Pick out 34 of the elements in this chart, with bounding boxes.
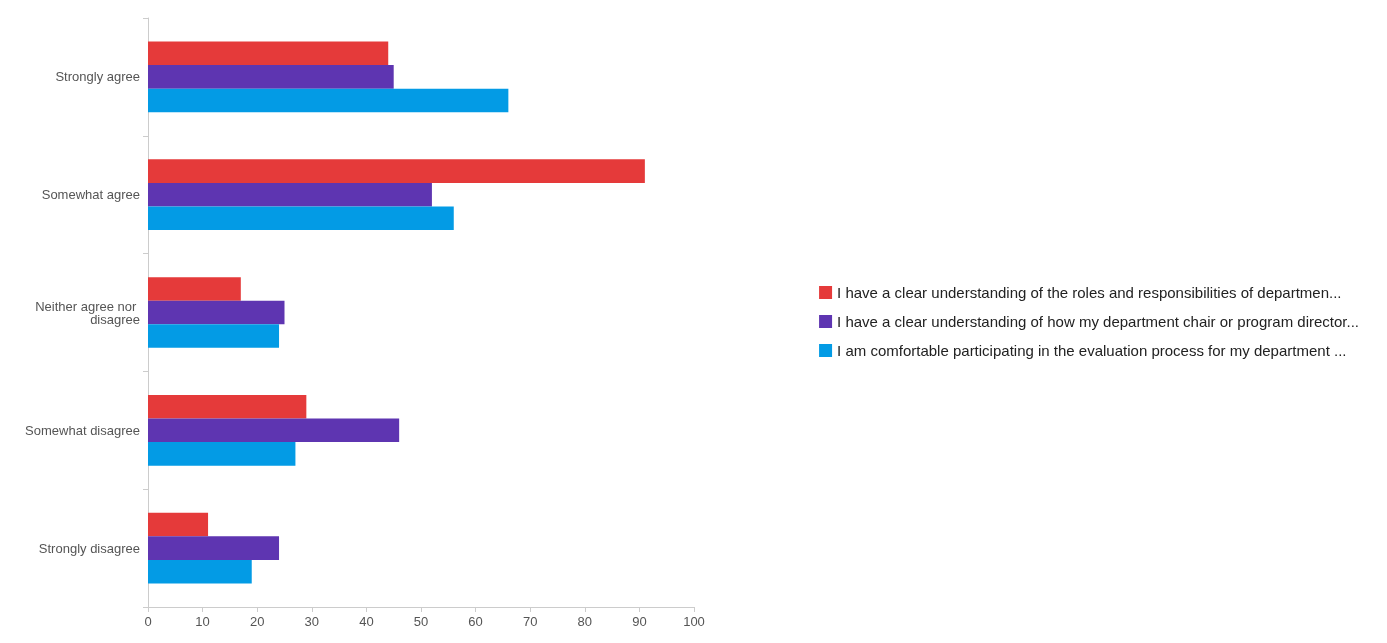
bar: [148, 418, 400, 443]
x-tick-label: 80: [577, 614, 593, 629]
bar: [148, 182, 432, 207]
legend-label: I have a clear understanding of the roles and responsibilities of departmen...: [837, 284, 1342, 301]
y-tick-label: Strongly agree: [55, 69, 140, 85]
y-tick-label: Somewhat disagree: [25, 422, 140, 438]
bar: [148, 536, 280, 560]
bar: [148, 41, 389, 66]
bar: [148, 394, 307, 419]
y-tick-label: Neither agree nor disagree: [35, 298, 140, 327]
bar: [148, 277, 241, 301]
y-tick-label: Somewhat agree: [41, 187, 140, 203]
x-tick-label: 30: [304, 614, 320, 629]
bar: [148, 324, 280, 348]
x-tick-label: 90: [632, 614, 647, 629]
y-tick-label: Strongly disagree: [38, 540, 140, 556]
bar: [148, 206, 454, 231]
x-tick-label: 0: [144, 614, 152, 629]
legend-label: I am comfortable participating in the evaluation process for my department ...: [837, 342, 1347, 359]
bar: [148, 65, 394, 89]
bar: [148, 512, 209, 537]
x-tick-label: 100: [683, 614, 705, 629]
x-tick-label: 40: [359, 614, 374, 629]
bar: [148, 442, 296, 466]
x-tick-label: 60: [468, 614, 483, 629]
x-tick-label: 20: [249, 614, 265, 629]
x-tick-label: 10: [195, 614, 210, 629]
bar: [148, 88, 509, 113]
bar: [148, 159, 645, 183]
legend-label: I have a clear understanding of how my department chair or program director...: [837, 313, 1360, 330]
bar: [148, 559, 252, 584]
x-tick-label: 50: [413, 614, 429, 629]
bar: [148, 300, 285, 325]
x-tick-label: 70: [522, 614, 538, 629]
